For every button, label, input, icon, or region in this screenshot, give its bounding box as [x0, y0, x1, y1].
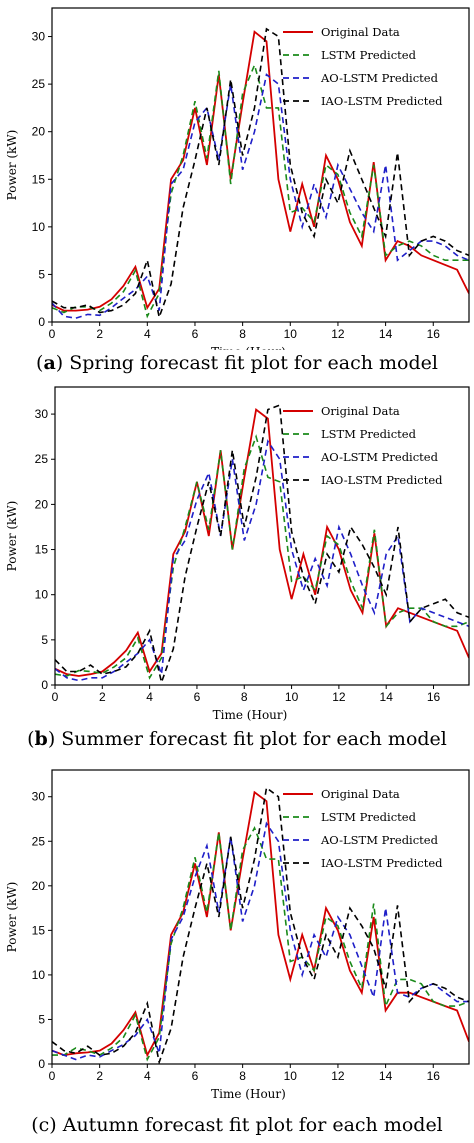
series-line-iao-lstm: [52, 786, 469, 1064]
summer-forecast-chart: 0 2 4 6 8 10 12 14 16 0 5 10 15 20 25 30 Time (Hour) Powe…: [5, 386, 470, 722]
x-tick-label: 6: [192, 1069, 199, 1083]
series-line-original: [52, 30, 469, 312]
x-tick-label: 12: [331, 327, 345, 341]
x-tick-label: 16: [427, 1069, 441, 1083]
legend-label: LSTM Predicted: [321, 48, 417, 62]
y-tick-label: 15: [32, 923, 46, 937]
legend-label: AO-LSTM Predicted: [320, 833, 439, 847]
series-line-iao-lstm: [52, 27, 469, 321]
legend-label: IAO-LSTM Predicted: [321, 856, 443, 870]
x-tick-label: 0: [49, 327, 56, 341]
y-tick-label: 10: [35, 588, 49, 602]
y-tick-label: 25: [32, 834, 46, 848]
x-tick-label: 10: [284, 327, 298, 341]
legend-label: AO-LSTM Predicted: [320, 71, 439, 85]
spring-forecast-chart: 0 2 4 6 8 10 12 14 16 0 5 10 15 20 25 30 Time (Hour) Powe…: [5, 7, 470, 350]
y-tick-label: 30: [32, 30, 46, 44]
legend-label: AO-LSTM Predicted: [320, 450, 439, 464]
y-tick-label: 20: [32, 125, 46, 139]
y-axis-label: Power (kW): [5, 882, 19, 953]
y-tick-label: 0: [38, 1057, 45, 1071]
x-tick-label: 8: [241, 690, 248, 704]
x-tick-label: 4: [144, 327, 151, 341]
x-tick-label: 14: [380, 690, 394, 704]
series-line-original: [52, 790, 469, 1058]
y-tick-label: 5: [38, 267, 45, 281]
plot-frame: [54, 386, 470, 686]
legend-label: IAO-LSTM Predicted: [321, 473, 443, 487]
x-tick-label: 4: [144, 1069, 151, 1083]
legend-label: Original Data: [321, 404, 400, 418]
spring-chart-panel: 0 2 4 6 8 10 12 14 16 0 5 10 15 20 25 30 Time (Hour) Powe…: [0, 0, 474, 381]
x-tick-label: 14: [379, 1069, 393, 1083]
x-tick-label: 12: [332, 690, 346, 704]
x-axis-label: Time (Hour): [211, 1087, 286, 1101]
x-tick-label: 16: [427, 690, 441, 704]
autumn-forecast-chart: 0 2 4 6 8 10 12 14 16 0 5 10 15 20 25 30 Time (Hour) Powe…: [5, 769, 470, 1101]
legend-label: Original Data: [321, 25, 400, 39]
series-line-ao-lstm: [55, 439, 469, 682]
autumn-caption: (c) Autumn forecast fit plot for each mo…: [31, 1114, 443, 1136]
legend-label: LSTM Predicted: [321, 427, 417, 441]
series-line-iao-lstm: [55, 403, 469, 685]
series-line-lstm: [52, 825, 469, 1062]
y-tick-label: 5: [38, 1012, 45, 1026]
y-tick-label: 25: [32, 77, 46, 91]
y-tick-label: 20: [32, 879, 46, 893]
y-tick-label: 25: [35, 452, 49, 466]
x-tick-label: 14: [379, 327, 393, 341]
x-axis-label: Time (Hour): [211, 345, 286, 350]
x-tick-label: 2: [96, 1069, 103, 1083]
legend-label: IAO-LSTM Predicted: [321, 94, 443, 108]
x-tick-label: 4: [146, 690, 153, 704]
series-line-original: [55, 407, 469, 677]
legend-label: LSTM Predicted: [321, 810, 417, 824]
y-axis-label: Power (kW): [5, 501, 19, 572]
summer-caption: (b) Summer forecast fit plot for each mo…: [27, 728, 447, 750]
legend-label: Original Data: [321, 787, 400, 801]
x-tick-label: 2: [96, 327, 103, 341]
x-tick-label: 10: [285, 690, 299, 704]
y-tick-label: 15: [32, 172, 46, 186]
x-tick-label: 16: [427, 327, 441, 341]
y-tick-label: 30: [35, 407, 49, 421]
y-axis-label: Power (kW): [5, 130, 19, 201]
series-line-ao-lstm: [52, 821, 469, 1061]
spring-caption: (a) Spring forecast fit plot for each mo…: [36, 352, 438, 374]
y-tick-label: 30: [32, 790, 46, 804]
x-tick-label: 10: [284, 1069, 298, 1083]
x-tick-label: 6: [194, 690, 201, 704]
series-line-lstm: [55, 434, 469, 680]
plot-frame: [51, 769, 470, 1065]
x-tick-label: 0: [49, 1069, 56, 1083]
summer-chart-panel: 0 2 4 6 8 10 12 14 16 0 5 10 15 20 25 30 Time (Hour) Powe…: [0, 381, 474, 762]
series-line-ao-lstm: [52, 73, 469, 320]
x-axis-label: Time (Hour): [213, 708, 288, 722]
x-tick-label: 6: [192, 327, 199, 341]
y-tick-label: 0: [41, 678, 48, 692]
y-tick-label: 0: [38, 315, 45, 329]
y-tick-label: 10: [32, 220, 46, 234]
x-tick-label: 0: [52, 690, 59, 704]
autumn-chart-panel: 0 2 4 6 8 10 12 14 16 0 5 10 15 20 25 30 Time (Hour) Powe…: [0, 762, 474, 1143]
x-tick-label: 12: [331, 1069, 345, 1083]
y-tick-label: 20: [35, 497, 49, 511]
x-tick-label: 8: [239, 327, 246, 341]
x-tick-label: 2: [99, 690, 106, 704]
series-line-lstm: [52, 62, 469, 319]
plot-frame: [51, 7, 470, 323]
y-tick-label: 10: [32, 968, 46, 982]
x-tick-label: 8: [239, 1069, 246, 1083]
y-tick-label: 15: [35, 543, 49, 557]
y-tick-label: 5: [41, 633, 48, 647]
